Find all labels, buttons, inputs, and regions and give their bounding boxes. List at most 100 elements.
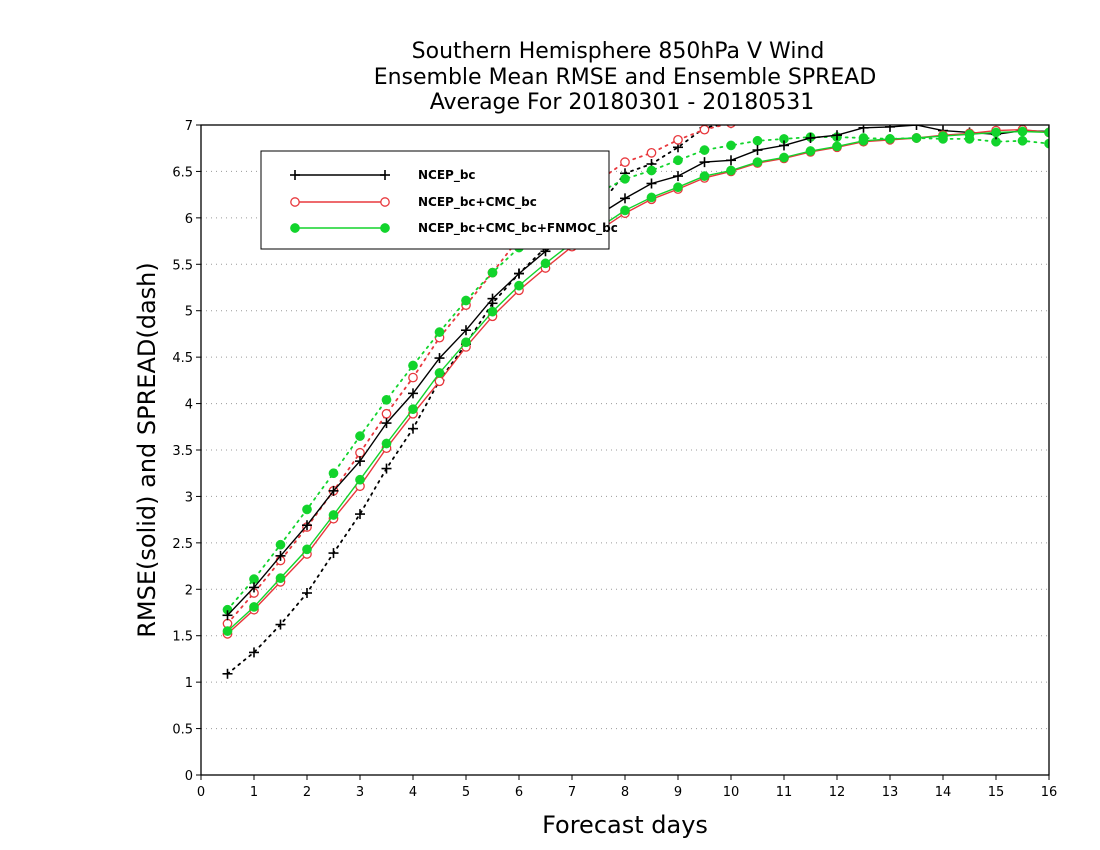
spread-ncep-cmc-line [226, 125, 728, 625]
spread-ncep-cmc-point [992, 106, 1000, 114]
legend-label: NCEP_bc+CMC_bc+FNMOC_bc [418, 221, 618, 236]
spread-ncep-cmc-point [673, 135, 683, 145]
spread-ncep-cmc-point [912, 107, 920, 115]
legend: NCEP_bc NCEP_bc+CMC_bc NCEP_bc+CMC_bc+FNMO… [260, 150, 618, 250]
rmse-ncep-cmc-fnmoc-point [620, 205, 630, 216]
y-tick-label: 2.5 [172, 537, 193, 552]
spread-ncep-cmc-point [833, 110, 841, 118]
spread-ncep-cmc-point [965, 106, 973, 114]
spread-ncep-cmc-fnmoc-point [1017, 135, 1028, 146]
spread-ncep-point [885, 107, 895, 117]
legend-entry: NCEP_bc+CMC_bc [290, 195, 537, 210]
rmse-ncep-point [726, 155, 736, 166]
y-tick-label: 5 [185, 305, 193, 320]
rmse-ncep-cmc-fnmoc-point [302, 544, 312, 555]
spread-ncep-point [302, 588, 312, 598]
spread-ncep-cmc-point [753, 115, 761, 123]
legend-marker [380, 223, 390, 233]
rmse-ncep-point [408, 388, 418, 399]
rmse-ncep-cmc-fnmoc-point [222, 626, 233, 636]
chart-title-line-3: Average For 20180301 - 20180531 [430, 90, 815, 115]
spread-ncep-cmc-fnmoc-point [752, 135, 763, 146]
spread-ncep-cmc-fnmoc-point [302, 504, 312, 515]
spread-ncep-point [832, 108, 842, 118]
rmse-ncep-cmc-fnmoc-point [673, 182, 683, 193]
rmse-ncep-cmc-fnmoc-point [991, 127, 1001, 138]
spread-ncep-cmc-point [646, 148, 657, 158]
spread-ncep-cmc-point [699, 125, 710, 135]
spread-ncep-point [355, 509, 365, 520]
y-tick-label: 2 [185, 583, 193, 598]
rmse-ncep-cmc-fnmoc-point [938, 131, 948, 141]
legend-marker [290, 197, 300, 207]
x-tick-label: 9 [674, 785, 682, 800]
rmse-ncep-point [805, 133, 816, 143]
spread-ncep-point [859, 107, 869, 117]
rmse-ncep-cmc-fnmoc-point [779, 152, 789, 163]
x-tick-label: 14 [935, 785, 952, 800]
rmse-ncep-cmc-fnmoc-point [1044, 127, 1049, 138]
spread-ncep-cmc-fnmoc-point [434, 327, 445, 337]
x-tick-label: 2 [303, 785, 311, 800]
y-tick-label: 4 [185, 398, 193, 413]
x-tick-label: 6 [515, 785, 523, 800]
y-tick-label: 1.5 [172, 630, 193, 645]
rmse-ncep-point [858, 125, 869, 133]
spread-ncep-cmc-point [726, 125, 736, 128]
chart-title-line-1: Southern Hemisphere 850hPa V Wind [412, 39, 825, 64]
spread-ncep-cmc-fnmoc-point [275, 539, 286, 550]
rmse-ncep-cmc-fnmoc-point [461, 337, 471, 348]
spread-ncep-cmc-fnmoc-point [355, 431, 365, 441]
rmse-ncep-point [832, 130, 842, 141]
rmse-ncep-point [779, 140, 789, 151]
spread-ncep-point [965, 105, 975, 115]
spread-ncep-cmc-fnmoc-point [381, 395, 392, 405]
x-tick-label: 4 [409, 785, 417, 800]
rmse-ncep-cmc-fnmoc-point [275, 573, 286, 583]
y-tick-label: 3.5 [172, 444, 193, 459]
y-tick-label: 6.5 [172, 165, 193, 180]
spread-ncep-point [381, 463, 392, 474]
y-tick-label: 1 [185, 676, 193, 691]
legend-marker [290, 223, 300, 233]
rmse-ncep-point [461, 325, 471, 336]
y-tick-label: 5.5 [172, 258, 193, 273]
y-tick-label: 0 [185, 769, 193, 784]
rmse-ncep-cmc-fnmoc-point [487, 306, 498, 317]
spread-ncep-cmc-point [1045, 105, 1053, 113]
rmse-ncep-point [487, 293, 498, 304]
chart-title-line-2: Ensemble Mean RMSE and Ensemble SPREAD [374, 65, 877, 90]
rmse-ncep-cmc-fnmoc-point [726, 165, 736, 176]
rmse-ncep-point [514, 268, 524, 279]
y-tick-label: 3 [185, 490, 193, 505]
rmse-ncep-cmc-fnmoc-point [699, 171, 710, 181]
legend-marker [380, 197, 390, 207]
x-tick-label: 5 [462, 785, 470, 800]
legend-entry: NCEP_bc+CMC_bc+FNMOC_bc [290, 221, 618, 236]
rmse-ncep-cmc-fnmoc-point [355, 474, 365, 485]
legend-marker [380, 170, 390, 180]
spread-ncep-cmc-point [620, 157, 630, 167]
spread-ncep-cmc-fnmoc-point [699, 145, 710, 155]
x-tick-label: 1 [250, 785, 258, 800]
rmse-ncep-cmc-fnmoc-point [434, 368, 445, 378]
spread-ncep-point [1018, 104, 1028, 114]
legend-box [260, 150, 610, 250]
x-tick-label: 7 [568, 785, 576, 800]
rmse-ncep-cmc-fnmoc-point [911, 133, 922, 143]
rmse-ncep-point [249, 582, 259, 593]
spread-ncep-point [328, 548, 339, 559]
gridlines [201, 170, 1049, 730]
y-tick-label: 4.5 [172, 351, 193, 366]
y-tick-label: 7 [185, 119, 193, 134]
rmse-ncep-cmc-fnmoc-point [858, 135, 869, 146]
rmse-ncep-point [885, 125, 895, 132]
spread-ncep-point [1044, 104, 1054, 114]
rmse-ncep-point [752, 145, 763, 156]
spread-ncep-cmc-fnmoc-point [249, 574, 259, 584]
spread-ncep-cmc-fnmoc-point [408, 360, 418, 371]
spread-ncep-cmc-fnmoc-line [226, 136, 1049, 611]
spread-ncep-cmc-fnmoc-point [461, 295, 471, 306]
rmse-ncep-point [646, 178, 657, 189]
rmse-ncep-point [302, 520, 312, 531]
